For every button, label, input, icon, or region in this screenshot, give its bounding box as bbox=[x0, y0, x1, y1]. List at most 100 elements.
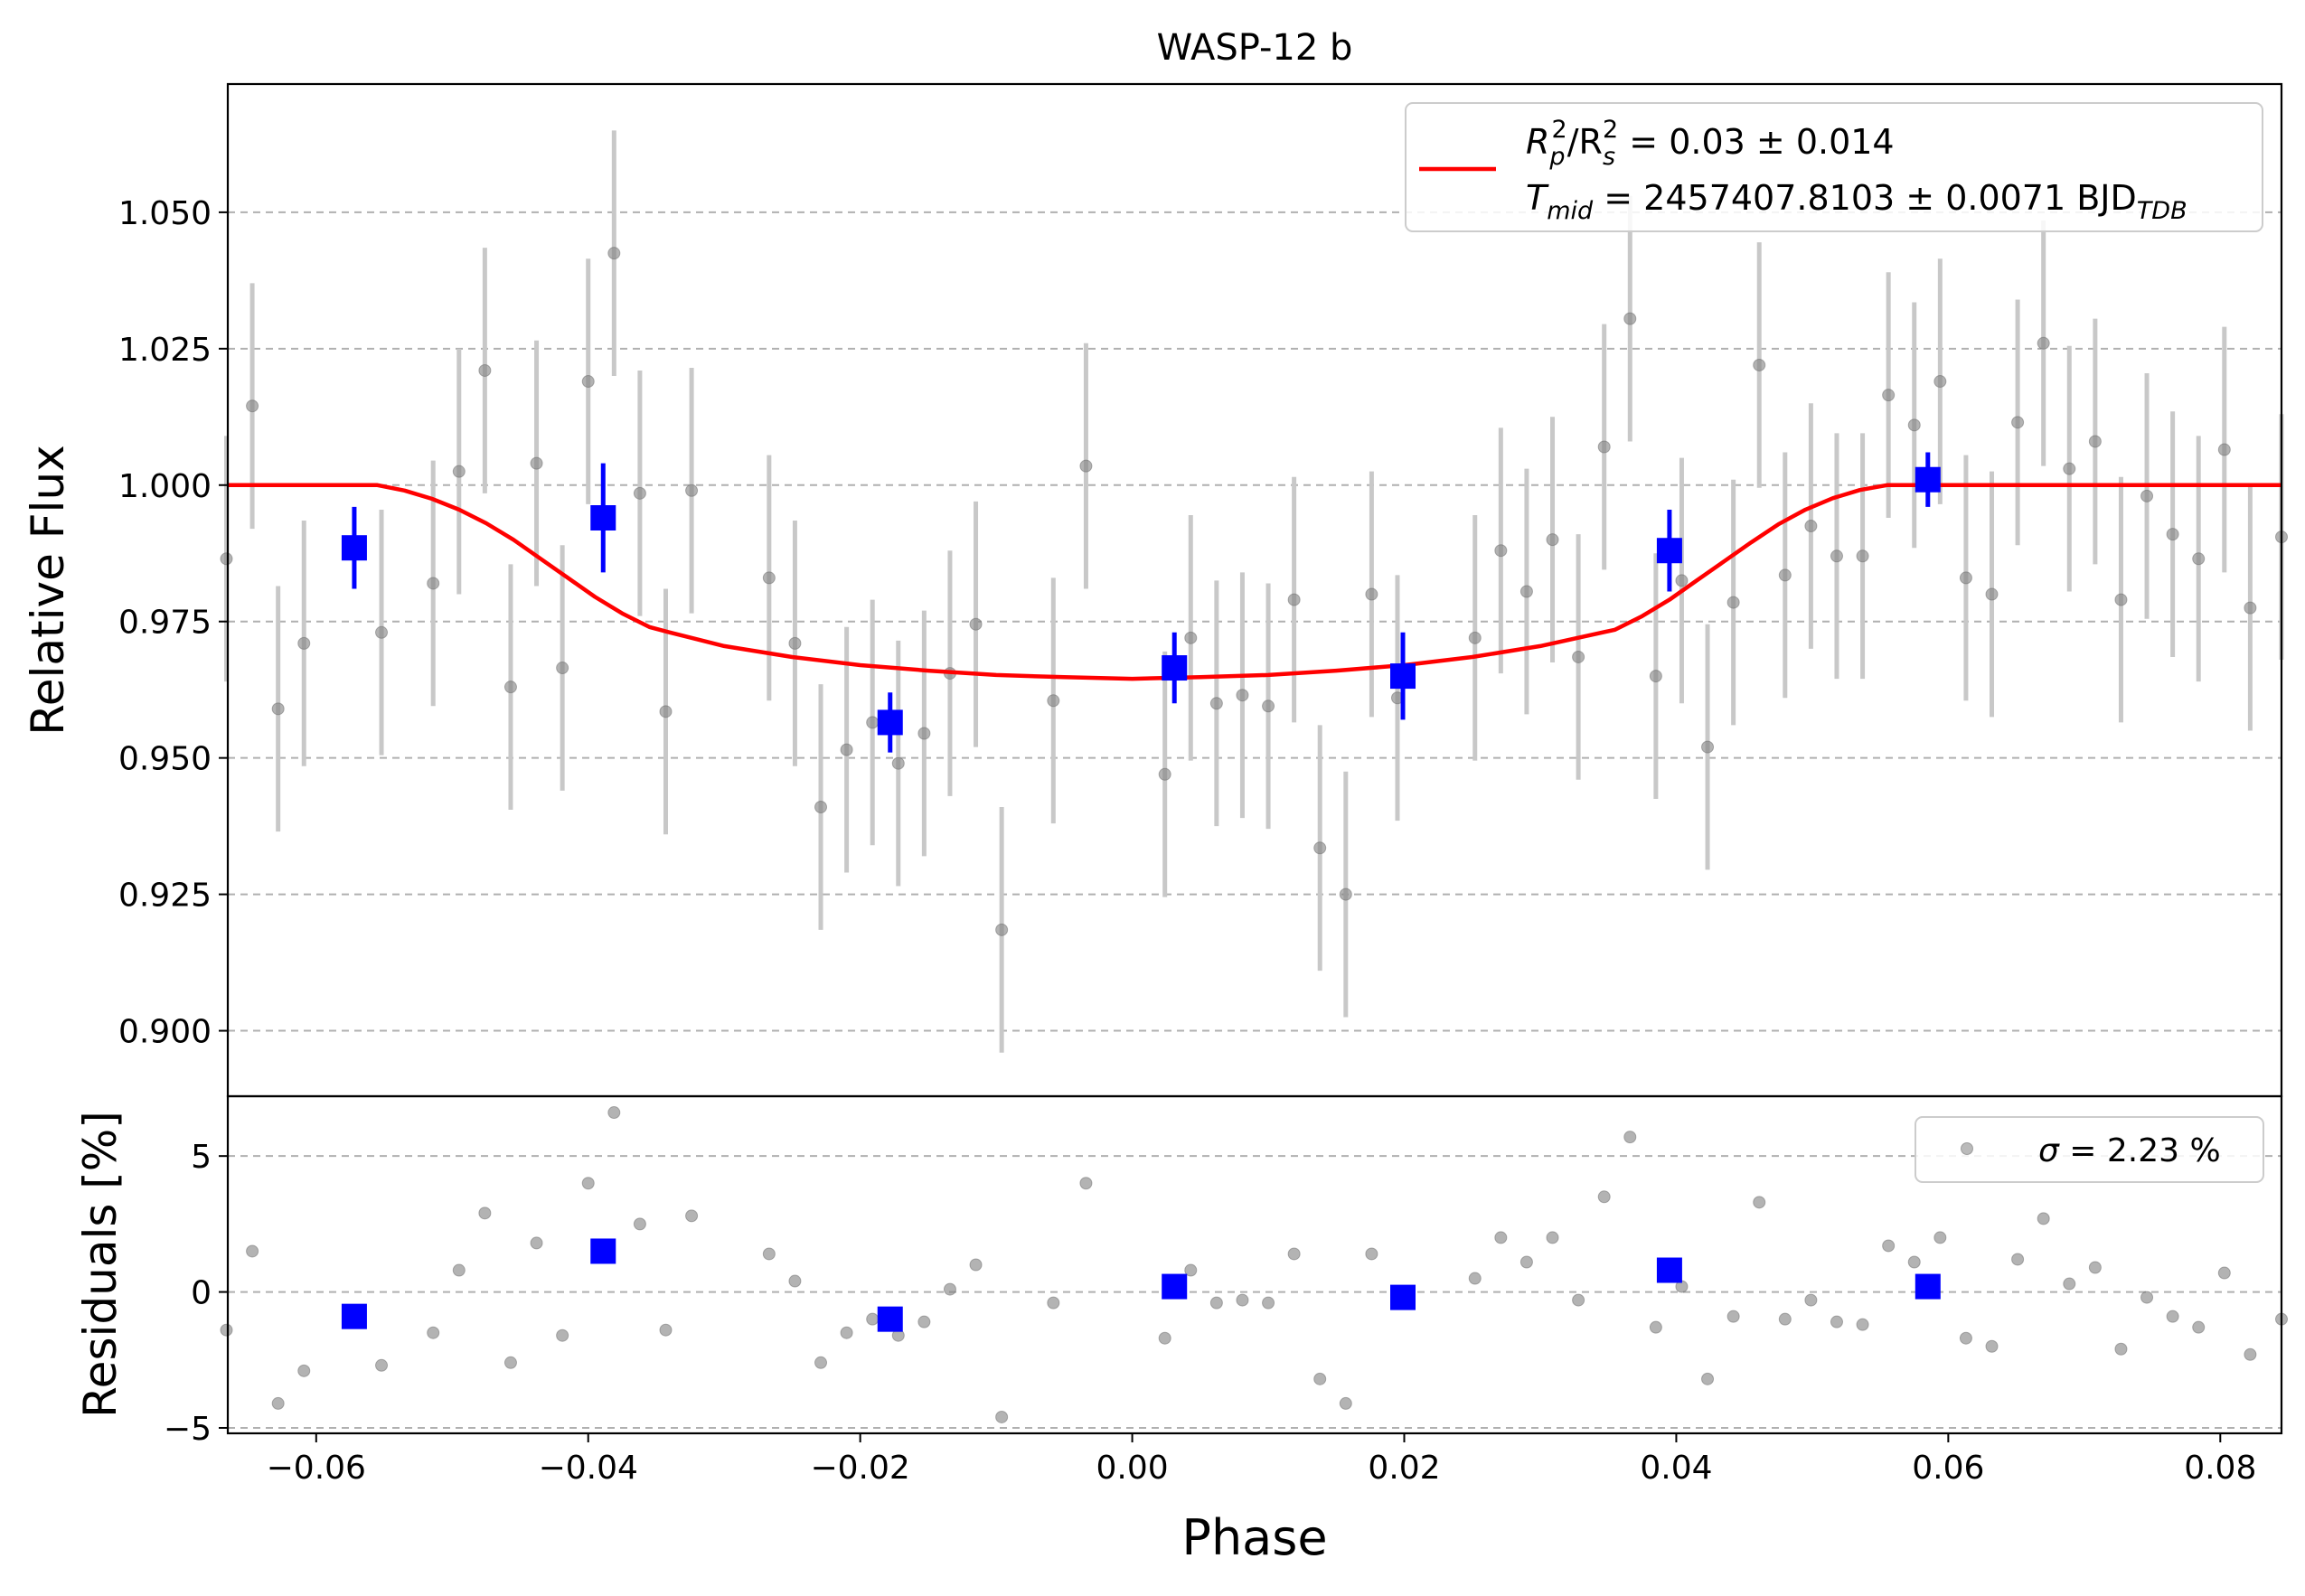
x-tick-label: 0.08 bbox=[2184, 1450, 2256, 1487]
residual-point bbox=[685, 1209, 699, 1223]
top-binned-point bbox=[590, 505, 616, 530]
top-data-point bbox=[1907, 418, 1921, 432]
bottom-y-tick-label: 0 bbox=[191, 1275, 212, 1312]
residual-point bbox=[1572, 1293, 1585, 1307]
residual-point bbox=[633, 1217, 646, 1231]
top-data-point bbox=[2217, 443, 2231, 456]
bottom-y-tick-label: −5 bbox=[164, 1411, 212, 1448]
residual-point bbox=[427, 1326, 440, 1339]
top-data-point bbox=[1313, 841, 1327, 855]
top-legend-line1: Rp2/Rs2 = 0.03 ± 0.014 bbox=[1526, 116, 1895, 171]
top-data-point bbox=[2140, 489, 2154, 502]
residual-point bbox=[1365, 1247, 1378, 1261]
top-data-point bbox=[503, 681, 517, 694]
bottom-legend-box bbox=[1915, 1116, 2264, 1183]
residual-point bbox=[2140, 1291, 2154, 1304]
top-data-point bbox=[1184, 631, 1198, 644]
residual-point bbox=[943, 1282, 956, 1296]
top-data-point bbox=[2244, 601, 2257, 615]
top-binned-point bbox=[1656, 538, 1682, 564]
residual-point bbox=[1985, 1339, 1999, 1353]
bottom-binned-point bbox=[1915, 1273, 1941, 1300]
top-data-point bbox=[1804, 520, 1818, 533]
bottom-plot-frame bbox=[226, 1094, 2283, 1435]
bottom-binned-point bbox=[1656, 1257, 1682, 1283]
top-data-point bbox=[1494, 544, 1508, 558]
x-tick-label: 0.02 bbox=[1368, 1450, 1440, 1487]
residual-point bbox=[556, 1328, 569, 1342]
x-tick-label: −0.02 bbox=[810, 1450, 909, 1487]
top-binned-points bbox=[341, 452, 1941, 753]
top-data-point bbox=[1519, 585, 1533, 598]
top-data-point bbox=[1158, 767, 1171, 781]
residual-point bbox=[1959, 1331, 1972, 1345]
residual-point bbox=[1907, 1255, 1921, 1269]
residual-point bbox=[607, 1106, 621, 1120]
top-binned-point bbox=[1162, 655, 1188, 681]
residual-point bbox=[1882, 1239, 1896, 1253]
bottom-residual-points bbox=[220, 1106, 2288, 1423]
chart-title: WASP-12 b bbox=[1157, 27, 1353, 69]
top-data-point bbox=[1468, 631, 1482, 644]
top-data-point bbox=[1882, 389, 1896, 402]
residual-point bbox=[1209, 1296, 1223, 1310]
residual-point bbox=[478, 1206, 492, 1220]
top-data-point bbox=[1623, 312, 1637, 325]
residual-point bbox=[2166, 1310, 2179, 1323]
top-data-point bbox=[2192, 552, 2206, 566]
top-data-point bbox=[1649, 670, 1662, 683]
top-data-point bbox=[1572, 650, 1585, 663]
residual-point bbox=[2088, 1261, 2102, 1274]
x-axis-label: Phase bbox=[1181, 1509, 1327, 1566]
top-data-point bbox=[840, 743, 853, 756]
top-legend: Rp2/Rs2 = 0.03 ± 0.014 Tmid = 2457407.81… bbox=[1405, 102, 2263, 232]
top-data-point bbox=[2063, 462, 2076, 475]
top-data-point bbox=[581, 375, 595, 389]
residual-point bbox=[1804, 1293, 1818, 1307]
top-data-point bbox=[917, 727, 931, 740]
top-data-point bbox=[866, 716, 880, 729]
residual-point bbox=[1313, 1372, 1327, 1385]
residual-point bbox=[1597, 1190, 1611, 1204]
residual-point bbox=[840, 1326, 853, 1339]
top-legend-line2: Tmid = 2457407.8103 ± 0.0071 BJDTDB bbox=[1526, 178, 2187, 225]
top-binned-point bbox=[1915, 466, 1941, 493]
residual-point bbox=[995, 1410, 1009, 1423]
residual-point bbox=[814, 1356, 828, 1369]
bottom-binned-point bbox=[1162, 1273, 1188, 1300]
residual-point bbox=[503, 1356, 517, 1369]
residual-point bbox=[1262, 1296, 1275, 1310]
residual-point bbox=[1287, 1247, 1301, 1261]
residual-point bbox=[297, 1364, 311, 1377]
top-y-tick-label: 1.050 bbox=[118, 195, 212, 232]
bottom-x-ticks: −0.06 −0.04 −0.02 0.00 0.02 0.04 0.06 0.08 bbox=[267, 1433, 2256, 1487]
residual-point bbox=[1158, 1331, 1171, 1345]
top-data-point bbox=[1079, 459, 1093, 473]
top-data-point bbox=[375, 625, 389, 639]
residual-point bbox=[1047, 1296, 1060, 1310]
residual-point bbox=[1753, 1196, 1766, 1209]
bottom-binned-point bbox=[1390, 1284, 1416, 1310]
bottom-binned-point bbox=[590, 1238, 616, 1264]
top-data-point bbox=[788, 636, 802, 650]
top-data-point bbox=[2114, 593, 2128, 606]
residual-point bbox=[1778, 1312, 1792, 1326]
residual-point bbox=[1649, 1320, 1662, 1334]
residual-point bbox=[375, 1358, 389, 1372]
top-data-point bbox=[271, 702, 285, 716]
top-data-point bbox=[220, 552, 233, 566]
top-data-point bbox=[1597, 440, 1611, 454]
top-data-points bbox=[220, 247, 2288, 936]
top-y-ticks: 0.900 0.925 0.950 0.975 1.000 1.025 1.050 bbox=[118, 195, 228, 1051]
top-data-point bbox=[1933, 375, 1947, 389]
top-data-point bbox=[1701, 740, 1715, 754]
residual-point bbox=[1856, 1318, 1869, 1331]
top-data-point bbox=[1546, 533, 1559, 547]
residual-point bbox=[1079, 1177, 1093, 1190]
top-data-point bbox=[762, 571, 776, 585]
residual-point bbox=[246, 1244, 259, 1258]
top-gridlines bbox=[228, 211, 2281, 1032]
top-data-point bbox=[530, 456, 543, 470]
